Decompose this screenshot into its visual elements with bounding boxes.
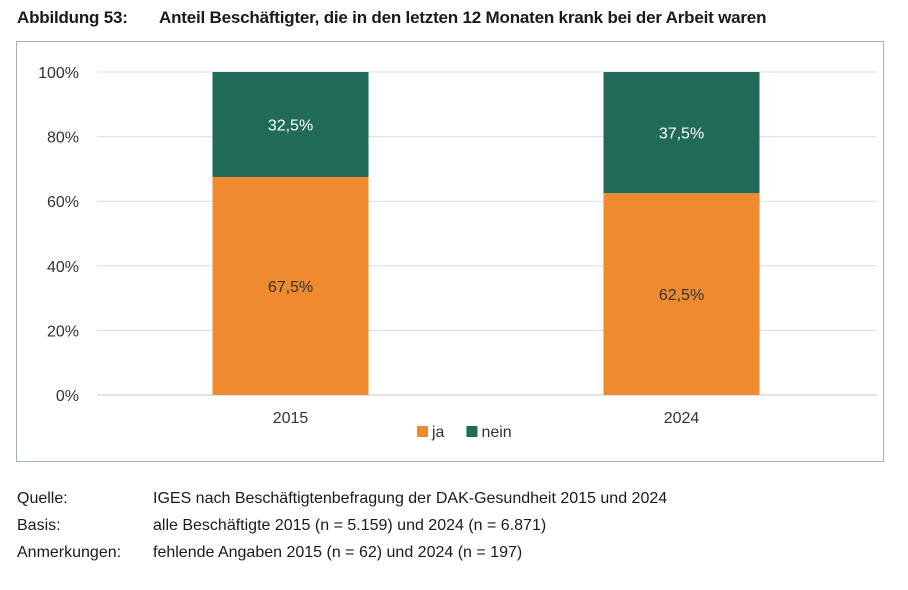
- bar-segment: [603, 72, 760, 194]
- figure-label: Abbildung 53:: [17, 8, 128, 27]
- bar-segment: [603, 193, 760, 395]
- stacked-bar-chart: 0% 20% 40% 60% 80% 100% 67,5% 32,5% 2015 62,5% 37,…: [38, 65, 877, 441]
- data-label: 62,5%: [659, 287, 704, 304]
- note-remarks-key: Anmerkungen:: [17, 544, 122, 561]
- note-basis-key: Basis:: [17, 517, 61, 534]
- chart-frame: 0% 20% 40% 60% 80% 100% 67,5% 32,5% 2015 62,5% 37,…: [16, 41, 884, 462]
- y-tick-label: 80%: [47, 130, 79, 147]
- figure-title: Abbildung 53: Anteil Beschäftigter, die i…: [17, 8, 766, 28]
- figure-title-text: Anteil Beschäftigter, die in den letzten…: [159, 8, 767, 27]
- y-tick-label: 100%: [38, 65, 79, 82]
- y-tick-label: 0%: [56, 388, 79, 405]
- legend-label: ja: [431, 424, 445, 441]
- y-tick-label: 20%: [47, 323, 79, 340]
- y-tick-label: 40%: [47, 259, 79, 276]
- note-remarks: Anmerkungen: fehlende Angaben 2015 (n = 6…: [17, 544, 667, 571]
- bar-segment: [212, 72, 369, 177]
- note-remarks-value: fehlende Angaben 2015 (n = 62) und 2024 …: [153, 544, 523, 561]
- note-source-value: IGES nach Beschäftigtenbefragung der DAK…: [153, 490, 668, 507]
- bar-segment: [212, 176, 369, 395]
- note-source-key: Quelle:: [17, 490, 68, 507]
- x-tick-label: 2024: [664, 410, 700, 427]
- legend-swatch: [466, 426, 478, 437]
- y-tick-label: 60%: [47, 194, 79, 211]
- data-label: 37,5%: [659, 126, 704, 143]
- data-label: 67,5%: [268, 279, 313, 296]
- data-label: 32,5%: [268, 117, 313, 134]
- notes: Quelle: IGES nach Beschäftigtenbefragung …: [17, 490, 667, 571]
- note-basis-value: alle Beschäftigte 2015 (n = 5.159) und 2…: [153, 517, 547, 534]
- x-tick-label: 2015: [273, 410, 309, 427]
- legend-label: nein: [481, 424, 511, 441]
- note-basis: Basis: alle Beschäftigte 2015 (n = 5.159)…: [17, 517, 667, 544]
- legend-swatch: [417, 426, 428, 437]
- note-source: Quelle: IGES nach Beschäftigtenbefragung …: [17, 490, 667, 517]
